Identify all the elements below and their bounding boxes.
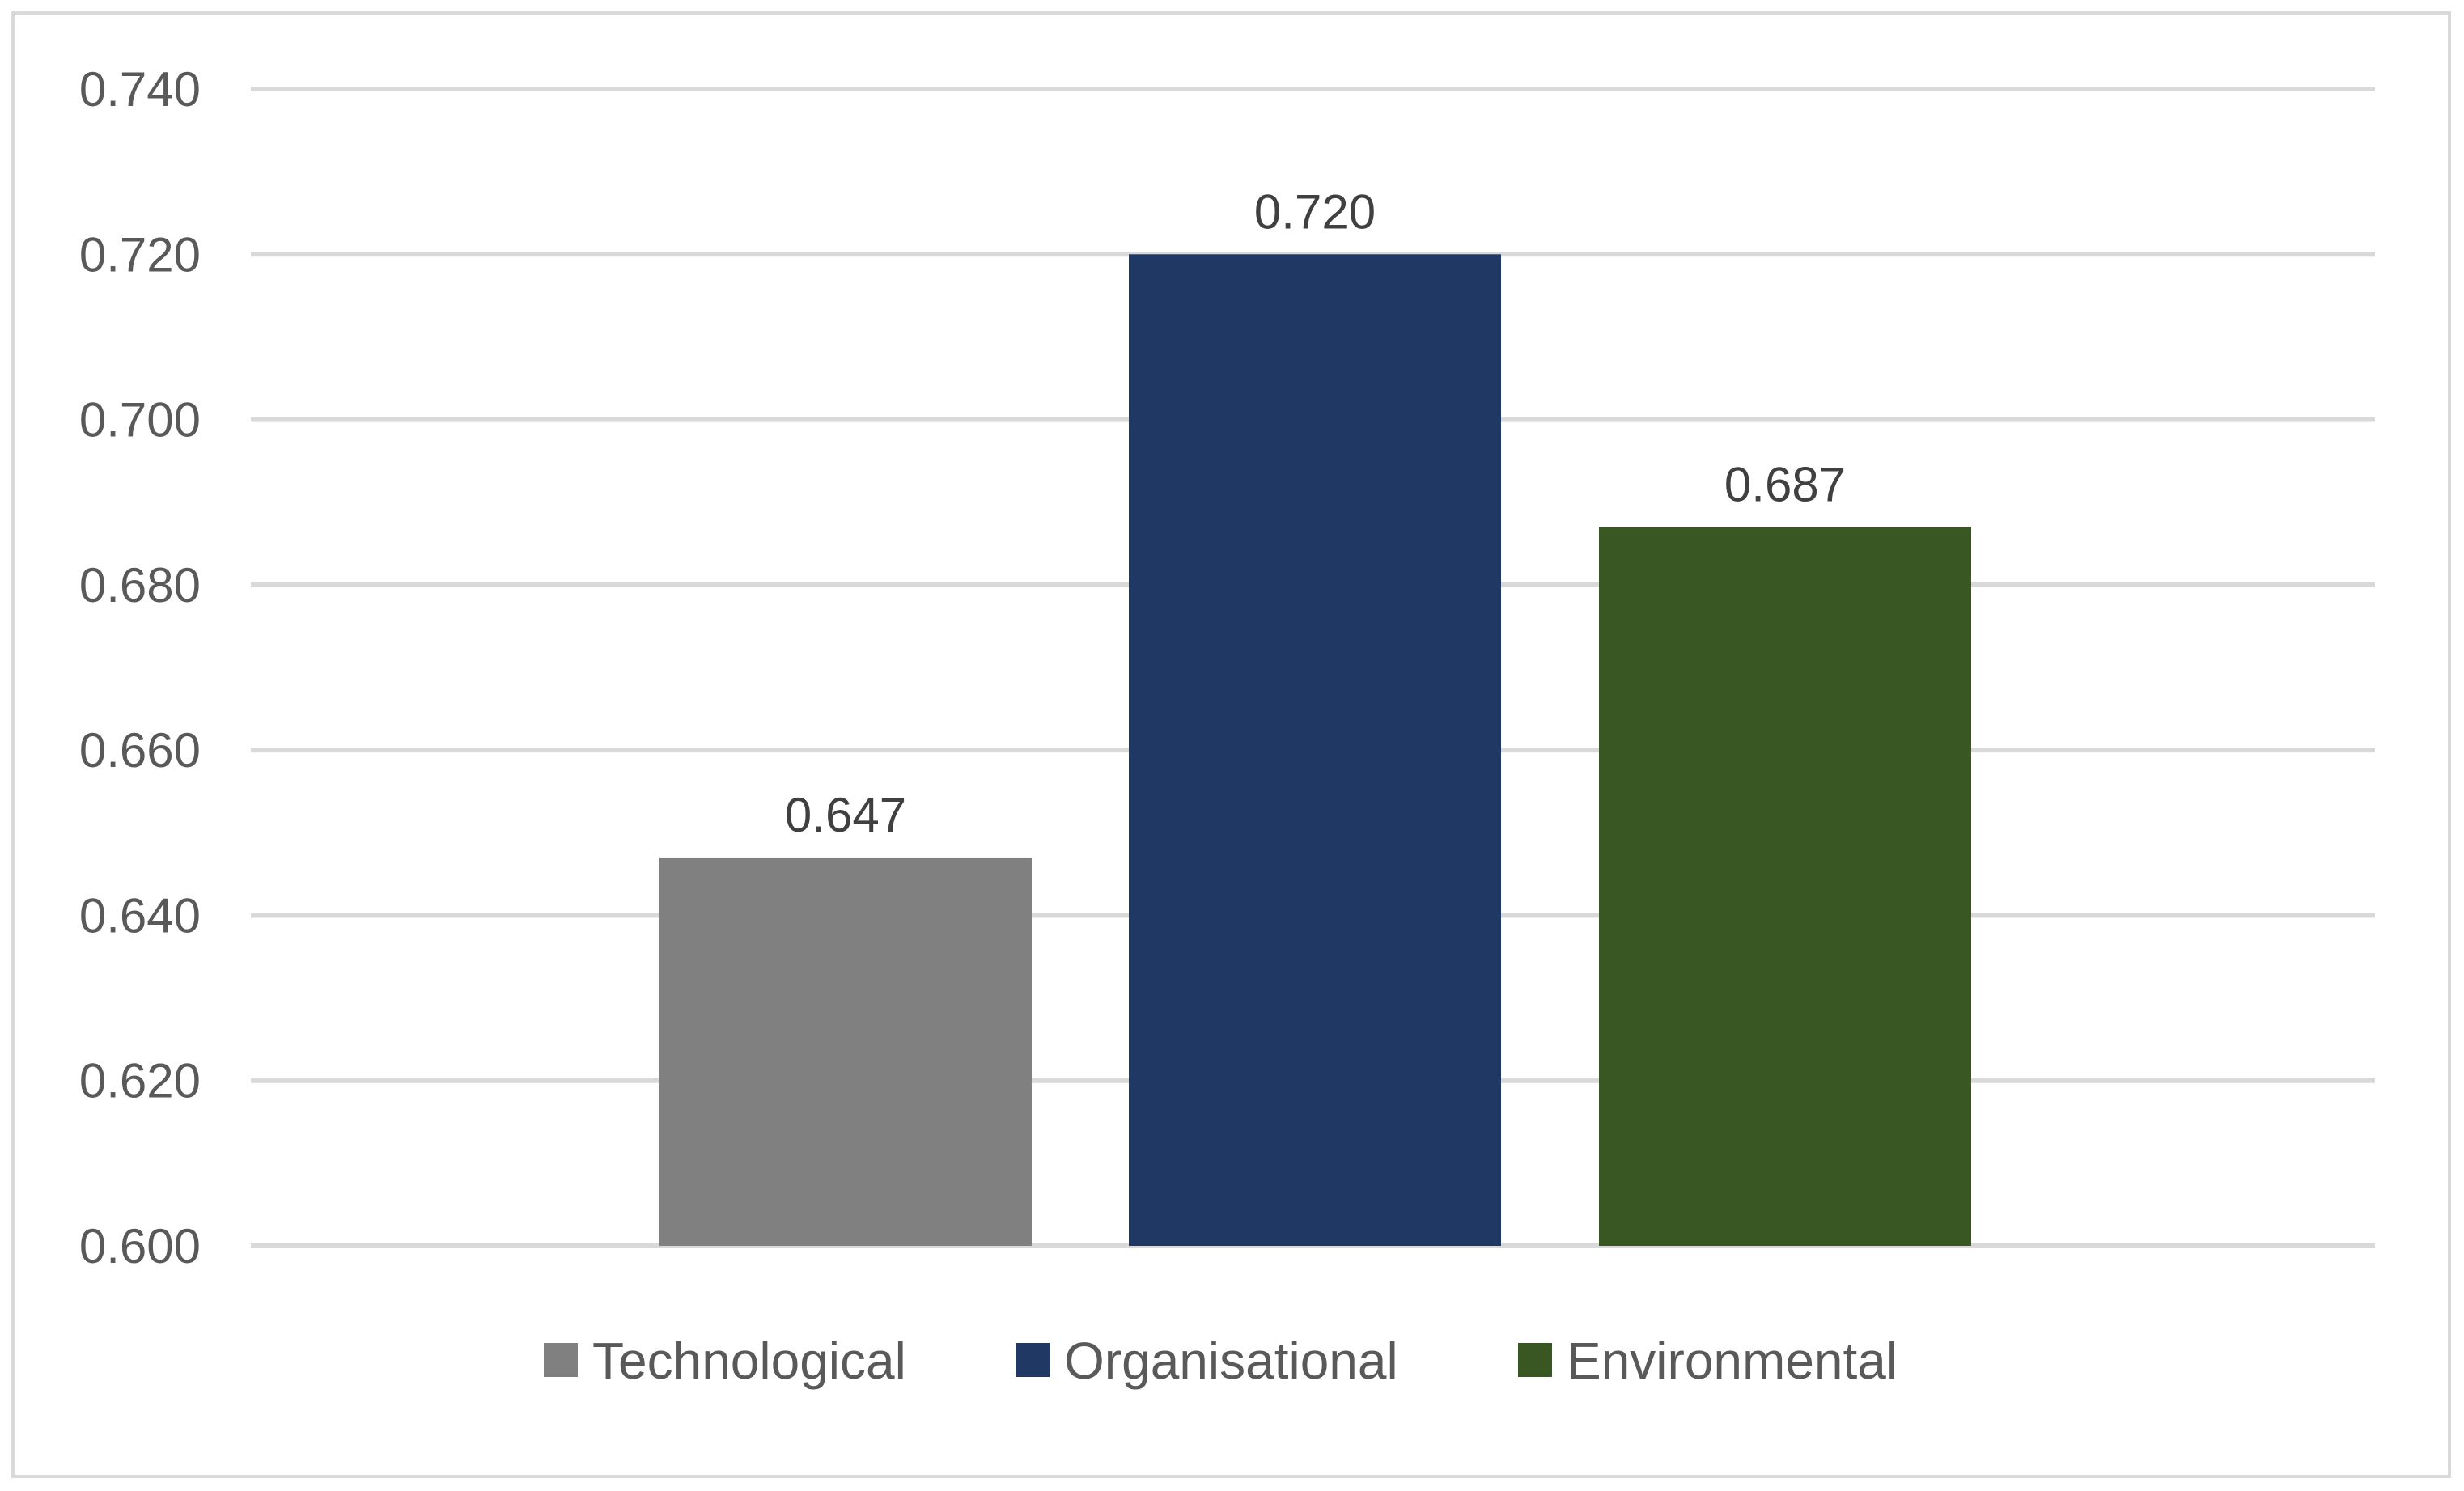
bar-environmental bbox=[1599, 527, 1971, 1246]
y-tick-label: 0.620 bbox=[79, 1054, 201, 1108]
data-label-technological: 0.647 bbox=[785, 788, 906, 842]
legend: Technological Organisational Environmental bbox=[544, 1332, 1898, 1390]
legend-label-environmental: Environmental bbox=[1567, 1332, 1898, 1390]
legend-swatch-technological bbox=[544, 1343, 578, 1377]
y-tick-label: 0.660 bbox=[79, 723, 201, 777]
y-tick-label: 0.720 bbox=[79, 227, 201, 282]
data-label-environmental: 0.687 bbox=[1724, 457, 1846, 511]
bars bbox=[659, 254, 1971, 1247]
y-tick-label: 0.700 bbox=[79, 393, 201, 447]
y-tick-label: 0.680 bbox=[79, 558, 201, 612]
y-tick-label: 0.740 bbox=[79, 62, 201, 116]
legend-label-organisational: Organisational bbox=[1064, 1332, 1398, 1390]
legend-swatch-organisational bbox=[1016, 1343, 1050, 1377]
bar-technological bbox=[659, 857, 1032, 1246]
bar-organisational bbox=[1129, 254, 1501, 1247]
data-label-organisational: 0.720 bbox=[1254, 184, 1376, 239]
y-tick-label: 0.640 bbox=[79, 888, 201, 942]
y-axis-tick-labels: 0.600 0.620 0.640 0.660 0.680 0.700 0.720 0.740 bbox=[79, 62, 201, 1273]
data-labels: 0.647 0.720 0.687 bbox=[785, 184, 1846, 842]
legend-label-technological: Technological bbox=[592, 1332, 906, 1390]
y-tick-label: 0.600 bbox=[79, 1219, 201, 1273]
legend-swatch-environmental bbox=[1518, 1343, 1552, 1377]
